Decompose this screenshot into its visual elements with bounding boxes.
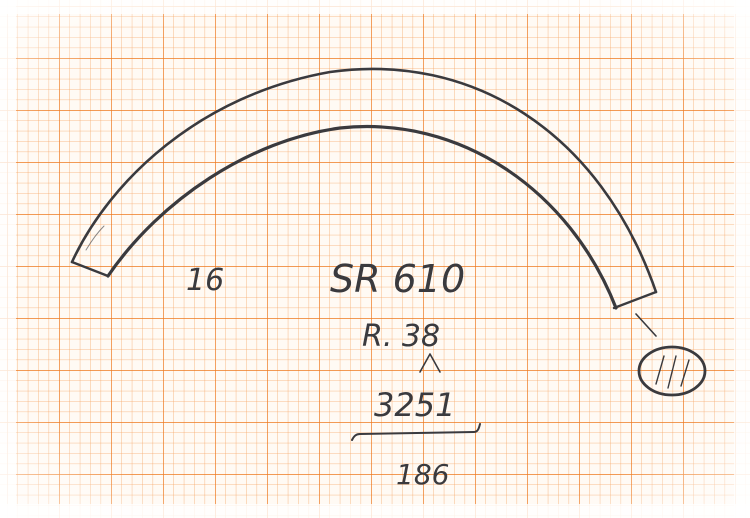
left-edge <box>0 0 16 518</box>
section-leader-line <box>635 313 657 337</box>
inner-dimension-label: 3251 <box>374 386 455 424</box>
section-hatch-1 <box>655 355 665 385</box>
right-edge <box>734 0 750 518</box>
section-hatch-3 <box>680 359 690 387</box>
arch-inner-curve <box>106 125 618 310</box>
bottom-edge <box>0 504 750 518</box>
dimension-bracket <box>351 423 481 441</box>
top-edge <box>0 0 750 14</box>
section-hatch-2 <box>667 355 677 389</box>
left-number-label: 16 <box>186 263 224 298</box>
arch-profile-drawing <box>70 67 707 441</box>
arch-left-end <box>70 260 110 278</box>
arch-outer-curve <box>70 67 658 294</box>
radius-label: R. 38 <box>362 319 440 354</box>
total-dimension-label: 186 <box>396 458 449 491</box>
cross-section-ellipse <box>637 345 707 397</box>
hatch-stroke <box>85 225 105 251</box>
arch-right-end <box>612 290 658 310</box>
part-code-label: SR 610 <box>330 257 465 301</box>
caret-mark <box>419 353 441 373</box>
